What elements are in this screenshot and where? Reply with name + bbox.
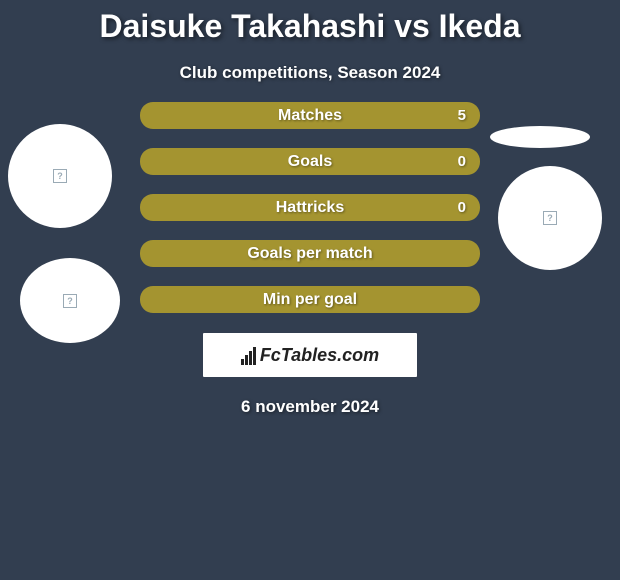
stat-row-hattricks: Hattricks 0 [140, 194, 480, 221]
fctables-logo: FcTables.com [241, 345, 379, 366]
stat-label: Matches [278, 107, 342, 125]
stat-row-goals-per-match: Goals per match [140, 240, 480, 267]
stat-value: 5 [458, 107, 466, 124]
stat-row-min-per-goal: Min per goal [140, 286, 480, 313]
bar-chart-icon [241, 345, 256, 365]
stat-row-matches: Matches 5 [140, 102, 480, 129]
stat-label: Min per goal [263, 291, 357, 309]
fctables-text: FcTables.com [260, 345, 379, 366]
subtitle: Club competitions, Season 2024 [0, 63, 620, 83]
broken-image-icon: ? [53, 169, 67, 183]
player-avatar-right-ellipse [490, 126, 590, 148]
page-title: Daisuke Takahashi vs Ikeda [0, 0, 620, 45]
stat-value: 0 [458, 153, 466, 170]
player-avatar-left-1: ? [8, 124, 112, 228]
stat-label: Hattricks [276, 199, 344, 217]
player-avatar-right-1: ? [498, 166, 602, 270]
date-text: 6 november 2024 [0, 397, 620, 417]
broken-image-icon: ? [63, 294, 77, 308]
stat-label: Goals [288, 153, 332, 171]
player-avatar-left-2: ? [20, 258, 120, 343]
stat-value: 0 [458, 199, 466, 216]
stat-row-goals: Goals 0 [140, 148, 480, 175]
fctables-badge: FcTables.com [203, 333, 417, 377]
broken-image-icon: ? [543, 211, 557, 225]
stat-label: Goals per match [247, 245, 372, 263]
